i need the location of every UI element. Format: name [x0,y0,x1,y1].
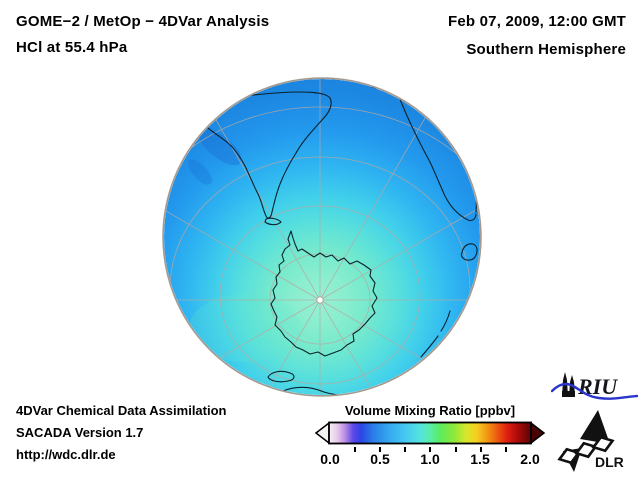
colorbar-title: Volume Mixing Ratio [ppbv] [344,403,516,418]
dlr-label: DLR [595,454,624,470]
colorbar-minor-tick [480,447,482,452]
coast-antarctica [270,230,378,357]
dlr-emblem-icon [557,410,615,472]
colorbar-minor-tick [429,447,431,452]
colorbar-arrow-right [530,421,546,445]
page-subtitle: HCl at 55.4 hPa [16,39,128,56]
colorbar-legend: Volume Mixing Ratio [ppbv] [314,403,546,473]
colorbar-arrow-left [314,421,330,445]
coast-madagascar [460,243,478,261]
riu-label: RIU [577,374,618,399]
coast-south-america [194,91,332,219]
riu-wave-icon [551,382,639,400]
colorbar-gradient [314,421,546,445]
riu-logo: RIU [551,372,639,400]
header-datetime: Feb 07, 2009, 12:00 GMT [447,13,626,30]
coast-tasmania [267,370,295,383]
colorbar-minor-tick [354,447,356,452]
coast-tierra-del-fuego [264,217,282,226]
globe-rim [162,77,482,397]
south-pole-dot [316,296,324,304]
footer-assimilation: 4DVar Chemical Data Assimilation [16,403,227,418]
colorbar-tick-label: 0.5 [370,451,390,467]
footer-url: http://wdc.dlr.de [16,447,116,462]
dlr-logo: DLR [557,410,624,472]
colorbar-tick-label: 1.0 [420,451,440,467]
colorbar-tick-label: 1.5 [470,451,490,467]
coast-new-zealand-north [440,310,451,332]
colorbar-minor-tick [505,447,507,452]
globe-field [164,79,480,395]
header-region: Southern Hemisphere [466,41,626,58]
field-anomalies [188,128,301,362]
coast-new-zealand [420,335,439,358]
page-title: GOME−2 / MetOp − 4DVar Analysis [16,13,270,30]
colorbar-minor-tick [379,447,381,452]
colorbar-minor-tick [404,447,406,452]
colorbar-tick-label: 2.0 [520,451,540,467]
colorbar-tick-label: 0.0 [320,451,340,467]
footer-version: SACADA Version 1.7 [16,425,144,440]
colorbar-minor-tick [455,447,457,452]
